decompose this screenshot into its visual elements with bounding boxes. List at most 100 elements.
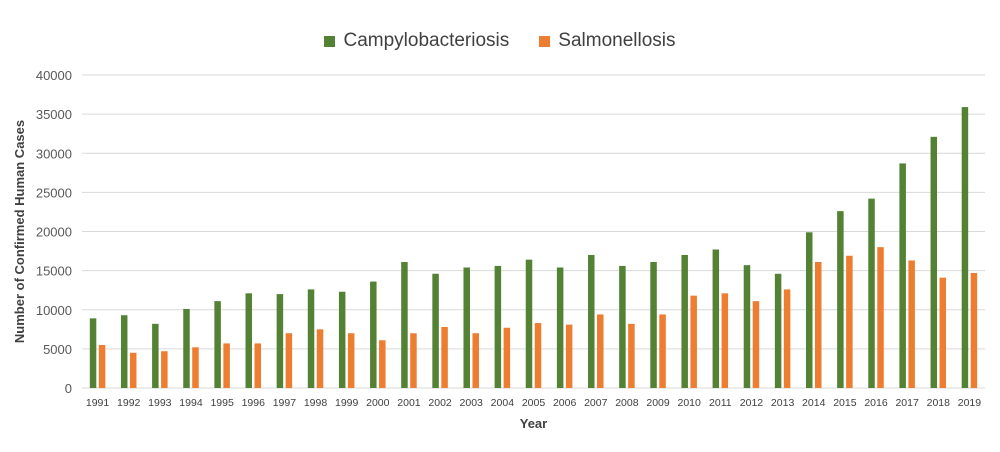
bar-campylobacteriosis [961,107,969,389]
x-tick-label: 2009 [646,397,670,409]
legend-swatch-campylobacteriosis [324,35,336,47]
bar-campylobacteriosis [89,318,97,388]
bar-campylobacteriosis [588,254,595,388]
bar-salmonellosis [877,247,884,388]
bar-salmonellosis [254,343,262,388]
bar-campylobacteriosis [619,265,626,388]
x-tick-label: 2015 [833,397,857,409]
y-tick-label: 25000 [36,185,72,200]
x-tick-label: 1991 [86,397,110,409]
y-tick-label: 40000 [36,68,72,83]
bar-campylobacteriosis [712,249,720,388]
y-tick-label: 5000 [43,342,72,357]
y-tick-label: 30000 [36,146,72,161]
x-tick-label: 1997 [273,397,297,409]
bar-salmonellosis [534,323,542,388]
bar-salmonellosis [379,340,386,388]
y-axis-title: Number of Confirmed Human Cases [12,120,27,343]
bar-campylobacteriosis [556,267,564,388]
bar-campylobacteriosis [307,289,315,388]
x-tick-label: 2017 [895,397,919,409]
bar-campylobacteriosis [245,293,253,388]
x-tick-label: 1993 [148,397,172,409]
bar-salmonellosis [908,260,915,388]
bar-salmonellosis [472,333,479,388]
bar-campylobacteriosis [183,308,190,388]
bar-campylobacteriosis [743,265,751,388]
legend-label-campylobacteriosis: Campylobacteriosis [343,30,510,51]
y-tick-label: 10000 [36,303,72,318]
bar-campylobacteriosis [494,265,502,388]
bar-salmonellosis [441,326,448,388]
y-tick-label: 0 [65,381,72,396]
bar-campylobacteriosis [805,232,813,388]
x-tick-label: 2016 [864,397,888,409]
x-tick-label: 2018 [927,397,951,409]
bar-campylobacteriosis [276,294,284,388]
bar-salmonellosis [192,347,199,388]
x-tick-label: 2002 [428,397,452,409]
bar-salmonellosis [316,329,324,388]
bar-salmonellosis [814,262,822,388]
x-tick-label: 2008 [615,397,639,409]
bar-campylobacteriosis [152,323,159,388]
bar-campylobacteriosis [401,262,408,388]
x-tick-label: 2013 [771,397,795,409]
bar-salmonellosis [161,351,168,388]
x-tick-label: 2001 [397,397,421,409]
bar-salmonellosis [129,352,137,388]
x-tick-label: 1999 [335,397,359,409]
bar-salmonellosis [503,327,511,388]
bar-salmonellosis [98,344,106,388]
bar-salmonellosis [970,272,978,388]
bar-salmonellosis [410,333,417,388]
bar-campylobacteriosis [432,273,439,388]
x-tick-label: 2000 [366,397,390,409]
bar-salmonellosis [565,324,573,388]
x-tick-label: 1992 [117,397,141,409]
bar-salmonellosis [939,277,947,388]
bar-campylobacteriosis [899,163,906,388]
bar-salmonellosis [846,255,853,388]
bar-salmonellosis [628,323,635,388]
x-tick-label: 2006 [553,397,577,409]
bar-campylobacteriosis [681,254,688,388]
x-axis-title: Year [520,416,547,431]
x-tick-label: 1996 [242,397,266,409]
x-tick-label: 2005 [522,397,546,409]
legend: Campylobacteriosis Salmonellosis [0,30,1000,52]
legend-label-salmonellosis: Salmonellosis [558,30,676,51]
x-tick-label: 2004 [491,397,515,409]
bar-salmonellosis [659,314,666,388]
bar-salmonellosis [347,333,355,388]
y-tick-label: 15000 [36,264,72,279]
bar-salmonellosis [285,333,293,388]
bar-campylobacteriosis [338,291,346,388]
x-tick-label: 2011 [709,397,732,409]
bar-campylobacteriosis [525,259,533,388]
bar-campylobacteriosis [868,198,875,388]
x-tick-label: 2014 [802,397,826,409]
x-tick-label: 2019 [958,397,982,409]
bar-salmonellosis [752,301,760,388]
y-tick-label: 20000 [36,225,72,240]
bar-salmonellosis [721,293,729,388]
x-tick-label: 1994 [179,397,203,409]
x-tick-label: 2012 [740,397,764,409]
x-tick-label: 2010 [678,397,702,409]
bar-salmonellosis [783,289,791,388]
bar-campylobacteriosis [930,136,938,388]
x-tick-label: 1998 [304,397,328,409]
bar-campylobacteriosis [214,301,221,388]
y-tick-label: 35000 [36,107,72,122]
bar-campylobacteriosis [120,315,128,388]
x-tick-label: 1995 [210,397,234,409]
bar-salmonellosis [690,295,697,388]
bar-campylobacteriosis [837,211,844,388]
legend-swatch-salmonellosis [539,35,551,47]
legend-item-campylobacteriosis: Campylobacteriosis [324,30,509,52]
bar-salmonellosis [223,343,230,388]
bar-salmonellosis [597,314,604,388]
